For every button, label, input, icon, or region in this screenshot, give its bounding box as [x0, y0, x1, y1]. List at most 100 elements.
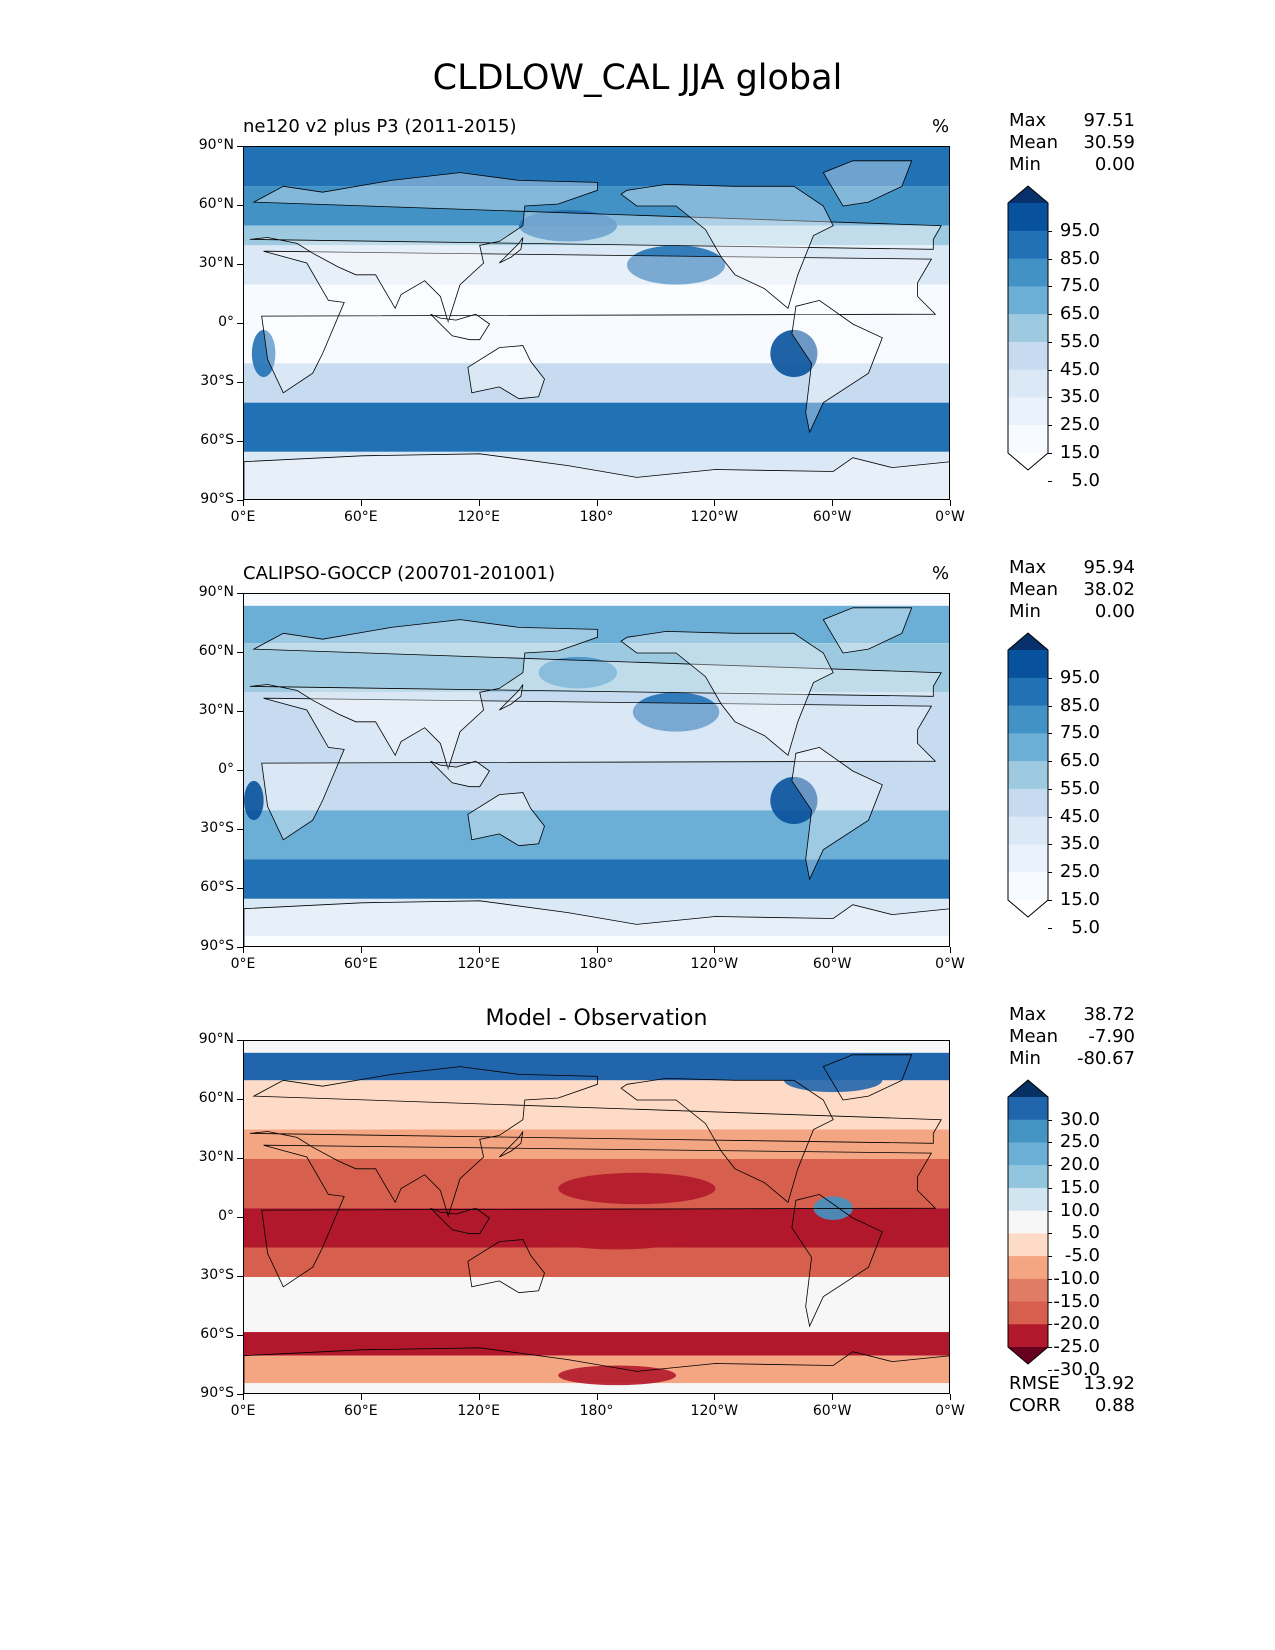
lat-tick-mark [237, 500, 243, 501]
lat-tick-label: 30°N [198, 702, 234, 718]
lon-tick-label: 180° [579, 1403, 614, 1419]
colorbar-segment [1008, 1278, 1048, 1303]
lat-tick-mark [237, 770, 243, 771]
colorbar-tick [1048, 425, 1052, 427]
field-band [244, 594, 949, 606]
colorbar-tick [1048, 1210, 1052, 1212]
japan-outline [499, 1131, 524, 1158]
colorbar-tick [1048, 369, 1052, 371]
lat-tick-label: 90°S [200, 491, 234, 507]
colorbar-segment [1008, 1256, 1048, 1280]
lat-tick-label: 90°S [200, 1385, 234, 1401]
lon-tick-mark [243, 1394, 244, 1400]
metric-row: CORR 0.88 [1009, 1395, 1135, 1417]
colorbar-model [1007, 185, 1049, 471]
lon-tick-label: 60°W [812, 1403, 852, 1419]
lat-tick-label: 0° [218, 1208, 234, 1224]
stat-value: 0.00 [1094, 601, 1135, 622]
lat-tick-label: 0° [218, 761, 234, 777]
lon-tick-mark [360, 1394, 362, 1400]
colorbar-segment [1008, 397, 1048, 426]
stats-model: Max 97.51 Mean 30.59 Min 0.00 [1009, 110, 1135, 176]
colorbar-label: -25.0 [1053, 1336, 1100, 1357]
field-blob [558, 1365, 677, 1386]
colorbar-tick [1048, 314, 1052, 316]
lat-tick-label: 0° [218, 314, 234, 330]
lon-tick-label: 120°E [457, 956, 500, 972]
stat-value: 38.72 [1083, 1004, 1135, 1025]
colorbar-label: 15.0 [1059, 1176, 1100, 1198]
field-band [244, 1383, 949, 1393]
colorbar-tick [1048, 1369, 1052, 1371]
metric-label: CORR [1009, 1395, 1061, 1416]
stat-row: Min -80.67 [1009, 1048, 1135, 1070]
colorbar-label: 25.0 [1059, 1131, 1100, 1153]
colorbar-tick [1048, 1187, 1052, 1189]
field-band [244, 859, 949, 899]
colorbar-tick [1048, 1278, 1052, 1280]
colorbar-tick [1048, 1347, 1052, 1348]
colorbar-tick [1048, 1324, 1052, 1326]
lon-tick-mark [360, 947, 362, 953]
indonesia-outline [430, 760, 491, 788]
colorbar-tick [1048, 230, 1052, 232]
stat-row: Min 0.00 [1009, 601, 1135, 623]
map-obs [243, 593, 950, 947]
lat-tick-mark [237, 205, 243, 206]
lon-tick-mark [596, 1394, 598, 1400]
lat-tick-mark [237, 947, 243, 948]
lat-tick-mark [237, 382, 243, 383]
colorbar-label: 35.0 [1059, 386, 1100, 408]
field-band [244, 147, 949, 187]
colorbar-tick [1048, 1256, 1052, 1258]
greenland-outline [822, 1054, 913, 1101]
lat-tick-mark [237, 829, 243, 830]
lat-tick-label: 30°S [200, 820, 234, 836]
colorbar-tick [1048, 1119, 1052, 1121]
colorbar-tick [1048, 258, 1052, 260]
lon-tick-mark [478, 947, 480, 953]
lon-tick-label: 60°E [343, 956, 378, 972]
lon-tick-mark [832, 947, 834, 953]
colorbar-label: 75.0 [1059, 275, 1100, 297]
antarctica-outline [244, 453, 949, 499]
colorbar-label: 35.0 [1059, 833, 1100, 855]
colorbar-label: 85.0 [1059, 694, 1100, 716]
colorbar-segment [1008, 1142, 1048, 1166]
metric-value: 13.92 [1083, 1373, 1135, 1394]
lon-tick-label: 120°E [457, 1403, 500, 1419]
lat-tick-mark [237, 1040, 243, 1041]
colorbar-label: 20.0 [1059, 1154, 1100, 1176]
colorbar-segment [1008, 341, 1048, 371]
colorbar-tick [1048, 1142, 1052, 1144]
colorbar-tick [1048, 1165, 1052, 1167]
stat-value: 97.51 [1083, 110, 1135, 131]
europe-asia-outline [249, 172, 942, 324]
colorbar-segment [1008, 286, 1048, 315]
colorbar-tick [1048, 872, 1052, 874]
colorbar-tick [1048, 927, 1052, 929]
lon-tick-mark [714, 947, 716, 953]
colorbar-label: 15.0 [1059, 889, 1100, 910]
lat-tick-mark [237, 888, 243, 889]
japan-outline [499, 684, 524, 711]
colorbar-extend-top [1008, 1080, 1048, 1097]
north-america-outline [620, 630, 834, 756]
lat-tick-label: 60°N [198, 1090, 234, 1106]
lon-tick-mark [360, 500, 362, 506]
colorbar-label: 25.0 [1059, 861, 1100, 883]
lon-tick-label: 180° [579, 509, 614, 525]
stat-value: 38.02 [1083, 579, 1135, 600]
stat-row: Max 95.94 [1009, 557, 1135, 579]
colorbar-label: 45.0 [1059, 358, 1100, 380]
lon-tick-mark [950, 1394, 951, 1400]
lat-tick-label: 30°S [200, 1267, 234, 1283]
colorbar-segment [1008, 1233, 1048, 1257]
lat-tick-mark [237, 264, 243, 265]
colorbar-tick [1048, 844, 1052, 846]
colorbar-tick [1048, 1233, 1052, 1235]
lon-tick-label: 0°W [935, 509, 965, 525]
australia-outline [467, 345, 545, 400]
colorbar-label: -20.0 [1053, 1313, 1100, 1335]
metric-label: RMSE [1009, 1373, 1060, 1394]
